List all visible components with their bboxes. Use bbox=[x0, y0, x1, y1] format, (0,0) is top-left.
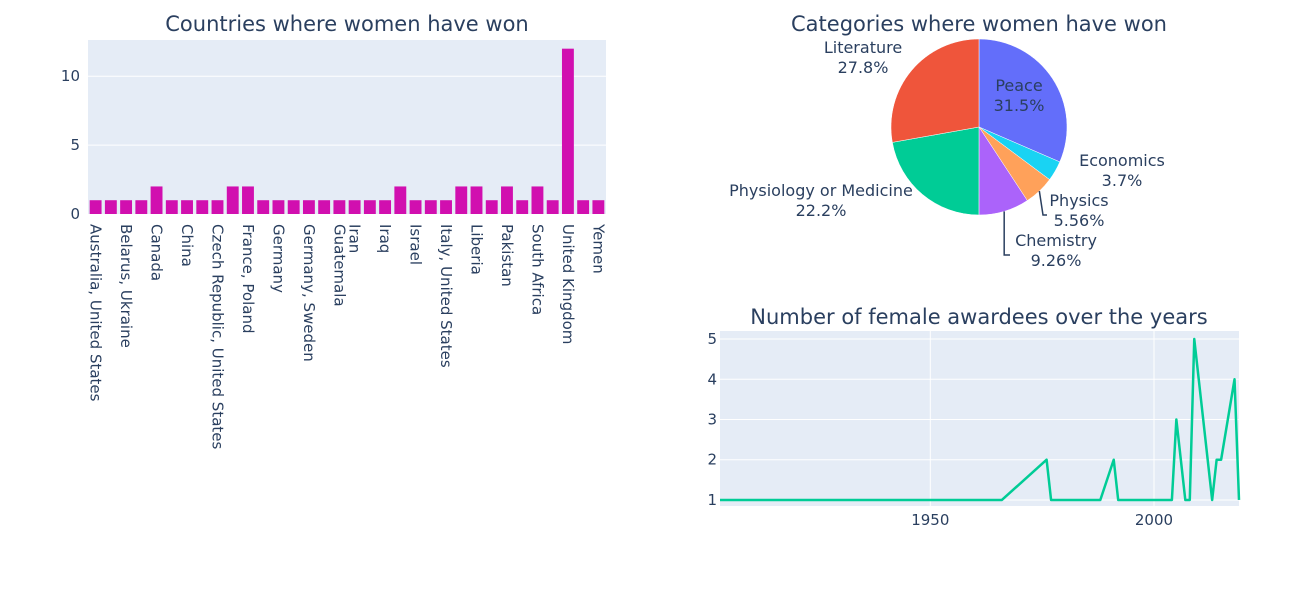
bar bbox=[89, 200, 102, 214]
bar-x-tick-label: Italy, United States bbox=[437, 224, 455, 368]
bar-x-tick-label: Iraq bbox=[376, 224, 394, 253]
line-plot-area bbox=[720, 331, 1239, 506]
bar-y-tick-label: 5 bbox=[70, 136, 80, 154]
bar-x-tick-label: Canada bbox=[148, 224, 166, 281]
bar-x-tick-label: Liberia bbox=[468, 224, 486, 275]
line-x-tick-label: 1950 bbox=[911, 511, 949, 529]
bar bbox=[318, 200, 331, 214]
line-series bbox=[720, 337, 1241, 502]
bar bbox=[287, 200, 300, 214]
pie-label-name: Physics bbox=[1049, 191, 1108, 210]
pie-label-percent: 22.2% bbox=[796, 201, 847, 220]
bar bbox=[226, 186, 239, 214]
line-y-tick-label: 2 bbox=[707, 451, 717, 469]
line-y-tick-labels: 1 2 3 4 5 bbox=[707, 330, 717, 509]
bar-plot-area bbox=[88, 40, 606, 214]
bar bbox=[196, 200, 209, 214]
pie-chart: Categories where women have won Peace31.… bbox=[729, 12, 1167, 270]
pie-label-name: Literature bbox=[824, 38, 902, 57]
pie-label-percent: 3.7% bbox=[1102, 171, 1143, 190]
bar-y-tick-labels: 0 5 10 bbox=[61, 67, 80, 223]
bar-x-tick-label: Australia, United States bbox=[87, 224, 105, 402]
pie-leader-line bbox=[1003, 211, 1010, 256]
line-y-tick-label: 3 bbox=[707, 411, 717, 429]
bar bbox=[379, 200, 392, 214]
bar-x-tick-labels: Australia, United States Belarus, Ukraine… bbox=[87, 223, 608, 450]
pie-label-name: Economics bbox=[1079, 151, 1165, 170]
bar-x-tick-label: United Kingdom bbox=[559, 224, 577, 344]
pie-slices bbox=[890, 38, 1068, 216]
bar bbox=[394, 186, 407, 214]
bar bbox=[424, 200, 437, 214]
bar bbox=[181, 200, 193, 214]
bar bbox=[104, 200, 117, 214]
pie-label-name: Peace bbox=[995, 76, 1042, 95]
pie-chart-title: Categories where women have won bbox=[791, 12, 1167, 36]
bar bbox=[592, 200, 605, 214]
line-y-tick-label: 1 bbox=[707, 491, 717, 509]
bar-chart-title: Countries where women have won bbox=[165, 12, 528, 36]
bar-marks bbox=[89, 48, 605, 214]
bar-y-tick-label: 0 bbox=[70, 205, 80, 223]
bar bbox=[501, 186, 513, 214]
bar-y-tick-label: 10 bbox=[61, 67, 80, 85]
bar bbox=[546, 200, 559, 214]
bar bbox=[363, 200, 376, 214]
bar bbox=[516, 200, 529, 214]
pie-leader-line bbox=[1038, 190, 1047, 216]
pie-label-percent: 27.8% bbox=[838, 58, 889, 77]
bar-x-tick-label: Germany bbox=[269, 224, 287, 293]
bar-x-tick-label: Guatemala bbox=[330, 224, 348, 307]
bar-x-tick-label: Iran bbox=[346, 224, 364, 253]
bar-x-tick-label: China bbox=[178, 224, 196, 267]
pie-label-percent: 5.56% bbox=[1054, 211, 1105, 230]
bar bbox=[257, 200, 270, 214]
line-marks bbox=[720, 337, 1241, 502]
pie-label-name: Physiology or Medicine bbox=[729, 181, 913, 200]
line-y-tick-label: 4 bbox=[707, 370, 717, 388]
bar bbox=[409, 200, 422, 214]
bar bbox=[150, 186, 163, 214]
pie-slice bbox=[892, 126, 980, 216]
bar-x-tick-label: Israel bbox=[407, 224, 425, 265]
bar bbox=[135, 200, 148, 214]
bar-x-tick-label: Germany, Sweden bbox=[300, 224, 318, 362]
line-y-tick-label: 5 bbox=[707, 330, 717, 348]
bar bbox=[440, 200, 452, 214]
bar bbox=[333, 200, 346, 214]
bar bbox=[485, 200, 498, 214]
line-chart: 1 2 3 4 5 1950 2000 Number of female awardees… bbox=[707, 305, 1241, 529]
line-chart-title: Number of female awardees over the years bbox=[750, 305, 1207, 329]
bar bbox=[302, 200, 315, 214]
bar-x-tick-label: Pakistan bbox=[498, 224, 516, 287]
pie-slice bbox=[890, 38, 980, 143]
pie-slice bbox=[978, 38, 1068, 163]
bar-x-tick-label: South Africa bbox=[528, 224, 546, 315]
pie-label-name: Chemistry bbox=[1015, 231, 1097, 250]
bar bbox=[120, 200, 133, 214]
bar-gridlines bbox=[88, 75, 606, 146]
bar-x-tick-label: Yemen bbox=[589, 223, 607, 274]
bar-x-tick-label: France, Poland bbox=[239, 224, 257, 334]
line-x-tick-labels: 1950 2000 bbox=[911, 511, 1173, 529]
bar bbox=[561, 48, 574, 214]
bar bbox=[455, 186, 468, 214]
bar-chart: 0 5 10 Australia, United States Belarus, Uk… bbox=[61, 12, 607, 450]
line-x-tick-label: 2000 bbox=[1135, 511, 1173, 529]
bar bbox=[165, 200, 178, 214]
bar bbox=[211, 200, 224, 214]
bar bbox=[348, 200, 361, 214]
bar bbox=[531, 186, 544, 214]
bar bbox=[272, 200, 285, 214]
bar-x-tick-label: Belarus, Ukraine bbox=[117, 224, 135, 348]
bar bbox=[242, 186, 254, 214]
bar bbox=[577, 200, 590, 214]
pie-label-percent: 9.26% bbox=[1031, 251, 1082, 270]
bar bbox=[470, 186, 483, 214]
pie-label-percent: 31.5% bbox=[994, 96, 1045, 115]
bar-x-tick-label: Czech Republic, United States bbox=[209, 224, 227, 450]
